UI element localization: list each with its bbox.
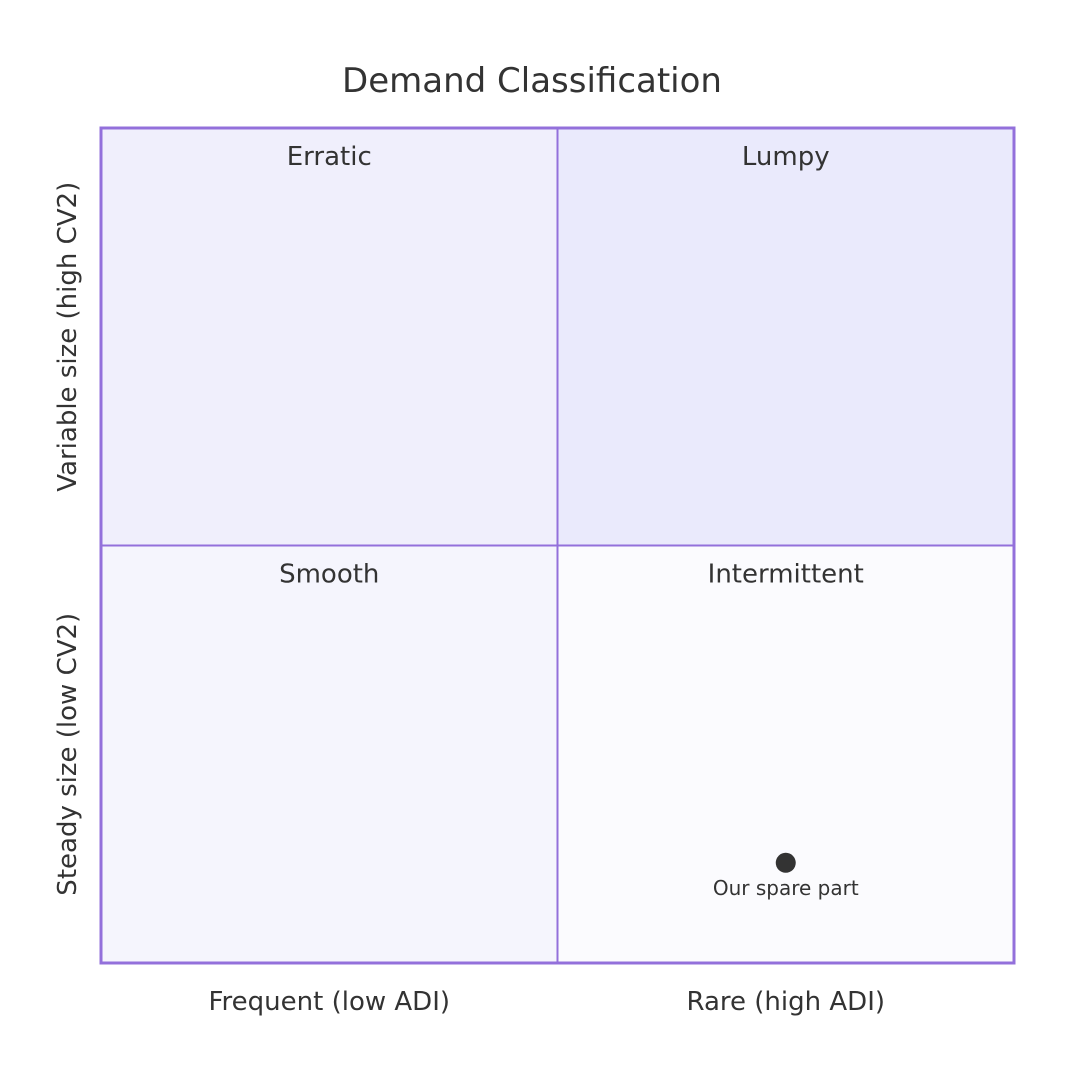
quadrant-label-erratic: Erratic <box>287 142 372 172</box>
y-axis-high-label: Variable size (high CV2) <box>53 182 83 492</box>
points-layer: Our spare part <box>713 852 859 900</box>
quadrant-label-intermittent: Intermittent <box>708 560 864 590</box>
plot-border <box>99 126 1016 965</box>
x-axis-low-label: Frequent (low ADI) <box>208 987 450 1017</box>
data-point <box>775 852 796 873</box>
quadrant-lumpy <box>557 128 1014 546</box>
y-axis-low-label: Steady size (low CV2) <box>53 613 83 896</box>
quadrant-smooth <box>101 545 558 963</box>
quadrant-label-lumpy: Lumpy <box>742 142 830 172</box>
quadrant-label-smooth: Smooth <box>279 560 379 590</box>
data-point-label: Our spare part <box>713 876 859 900</box>
x-axis-high-label: Rare (high ADI) <box>686 987 885 1017</box>
quadrant-erratic <box>101 128 558 546</box>
quadrant-intermittent <box>557 545 1014 963</box>
chart-title: Demand Classification <box>342 61 722 101</box>
